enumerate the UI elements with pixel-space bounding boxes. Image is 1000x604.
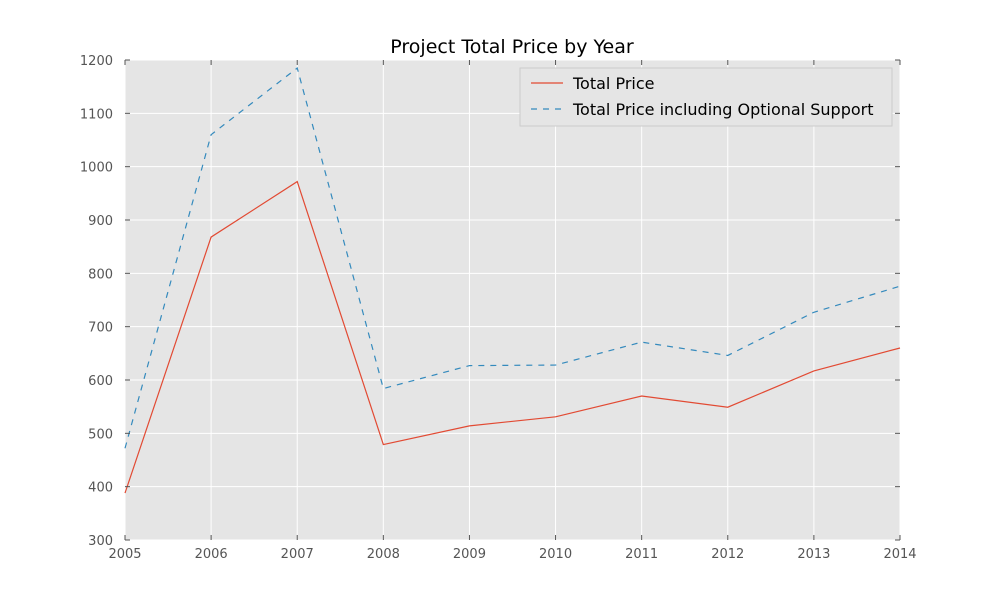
x-tick-label: 2014 [883,547,916,562]
chart-title: Project Total Price by Year [390,36,634,58]
series-line-2 [124,66,901,449]
x-tick-label: 2006 [195,547,228,562]
x-tick-label: 2011 [625,547,658,562]
x-tick-label: 2005 [108,547,141,562]
y-tick-label: 1100 [80,107,113,122]
x-tick-label: 2013 [797,547,830,562]
y-tick-label: 300 [88,534,113,549]
y-tick-label: 1200 [80,54,113,69]
legend-label-1: Total Price [572,74,654,93]
ticks-layer [124,59,901,541]
y-tick-label: 400 [88,481,113,496]
plot-background [125,60,900,540]
y-tick-label: 700 [88,321,113,336]
legend: Total Price Total Price including Optiona… [519,67,893,127]
y-tick-label: 500 [88,427,113,442]
legend-label-2: Total Price including Optional Support [572,100,874,119]
legend-box [519,67,893,127]
grid-layer [124,59,901,541]
labels-layer: 2005 2006 2007 2008 2009 2010 2011 2012 2013 2014… [80,54,917,562]
x-tick-label: 2009 [453,547,486,562]
y-tick-label: 1000 [80,161,113,176]
x-tick-label: 2012 [711,547,744,562]
x-tick-label: 2008 [367,547,400,562]
y-tick-label: 900 [88,214,113,229]
y-tick-label: 600 [88,374,113,389]
x-tick-label: 2010 [539,547,572,562]
series-line-1 [124,180,901,494]
x-tick-label: 2007 [281,547,314,562]
y-tick-label: 800 [88,267,113,282]
series-layer [124,66,901,494]
